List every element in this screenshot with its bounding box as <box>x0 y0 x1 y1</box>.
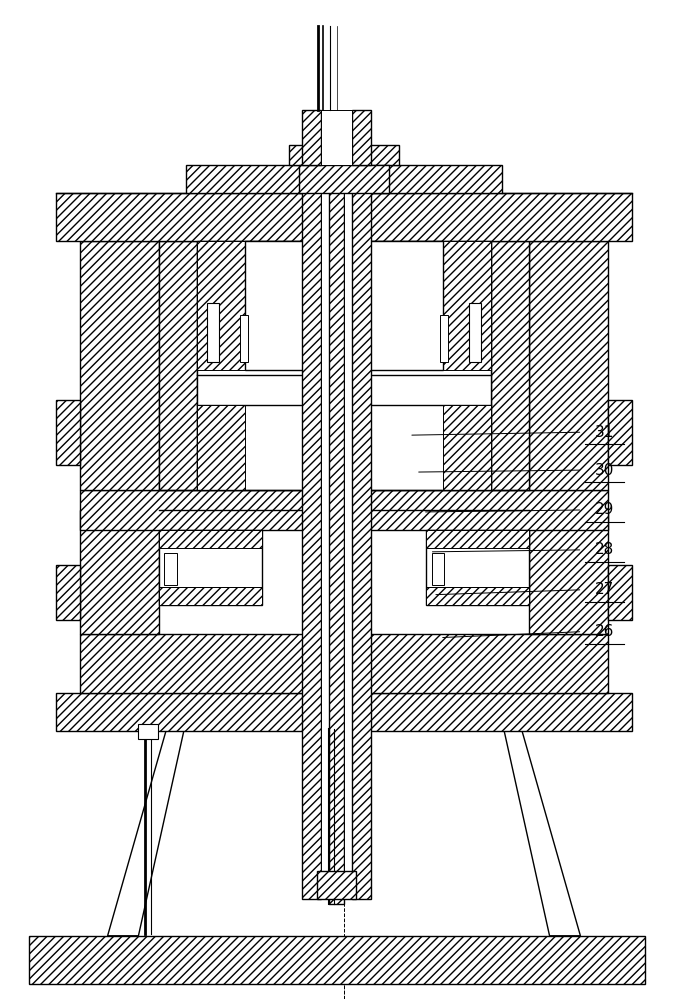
Bar <box>431 553 444 585</box>
Text: 31: 31 <box>594 425 614 440</box>
Bar <box>608 400 632 465</box>
Bar <box>80 634 608 693</box>
Bar <box>469 303 481 362</box>
Bar <box>301 110 321 165</box>
Bar <box>443 405 491 490</box>
Text: 26: 26 <box>594 624 614 639</box>
Polygon shape <box>107 719 186 936</box>
Bar <box>56 193 632 241</box>
Bar <box>80 490 608 530</box>
Bar <box>316 871 356 899</box>
Bar <box>56 565 80 620</box>
Text: 29: 29 <box>594 502 614 517</box>
Bar <box>529 510 608 634</box>
Bar <box>240 315 248 362</box>
Bar <box>427 587 529 605</box>
Bar <box>529 241 608 490</box>
Bar <box>159 530 261 605</box>
Bar <box>159 241 197 490</box>
Bar <box>299 165 389 193</box>
Bar <box>197 241 245 370</box>
Bar <box>159 587 261 605</box>
Bar <box>321 151 329 899</box>
Bar <box>56 693 632 731</box>
Polygon shape <box>502 719 581 936</box>
Bar <box>197 405 245 490</box>
Bar <box>321 110 352 165</box>
Bar <box>159 530 261 548</box>
Bar <box>352 110 372 165</box>
Bar <box>427 530 529 548</box>
Text: 27: 27 <box>594 582 614 597</box>
Bar <box>329 146 344 904</box>
Bar <box>289 145 399 165</box>
Bar <box>491 241 529 490</box>
Text: 28: 28 <box>594 542 614 557</box>
Text: 30: 30 <box>594 463 614 478</box>
Bar <box>207 303 219 362</box>
Bar <box>186 165 502 193</box>
Bar <box>56 400 80 465</box>
Bar <box>80 241 159 490</box>
Bar <box>138 724 158 739</box>
Bar <box>29 936 645 984</box>
Bar <box>352 151 372 899</box>
Bar <box>440 315 448 362</box>
Bar <box>245 241 443 370</box>
Bar <box>197 241 491 490</box>
Bar <box>164 553 177 585</box>
Bar <box>301 151 321 899</box>
Bar <box>80 510 159 634</box>
Bar <box>608 565 632 620</box>
Bar <box>443 241 491 370</box>
Bar <box>344 151 352 899</box>
Bar <box>427 530 529 605</box>
